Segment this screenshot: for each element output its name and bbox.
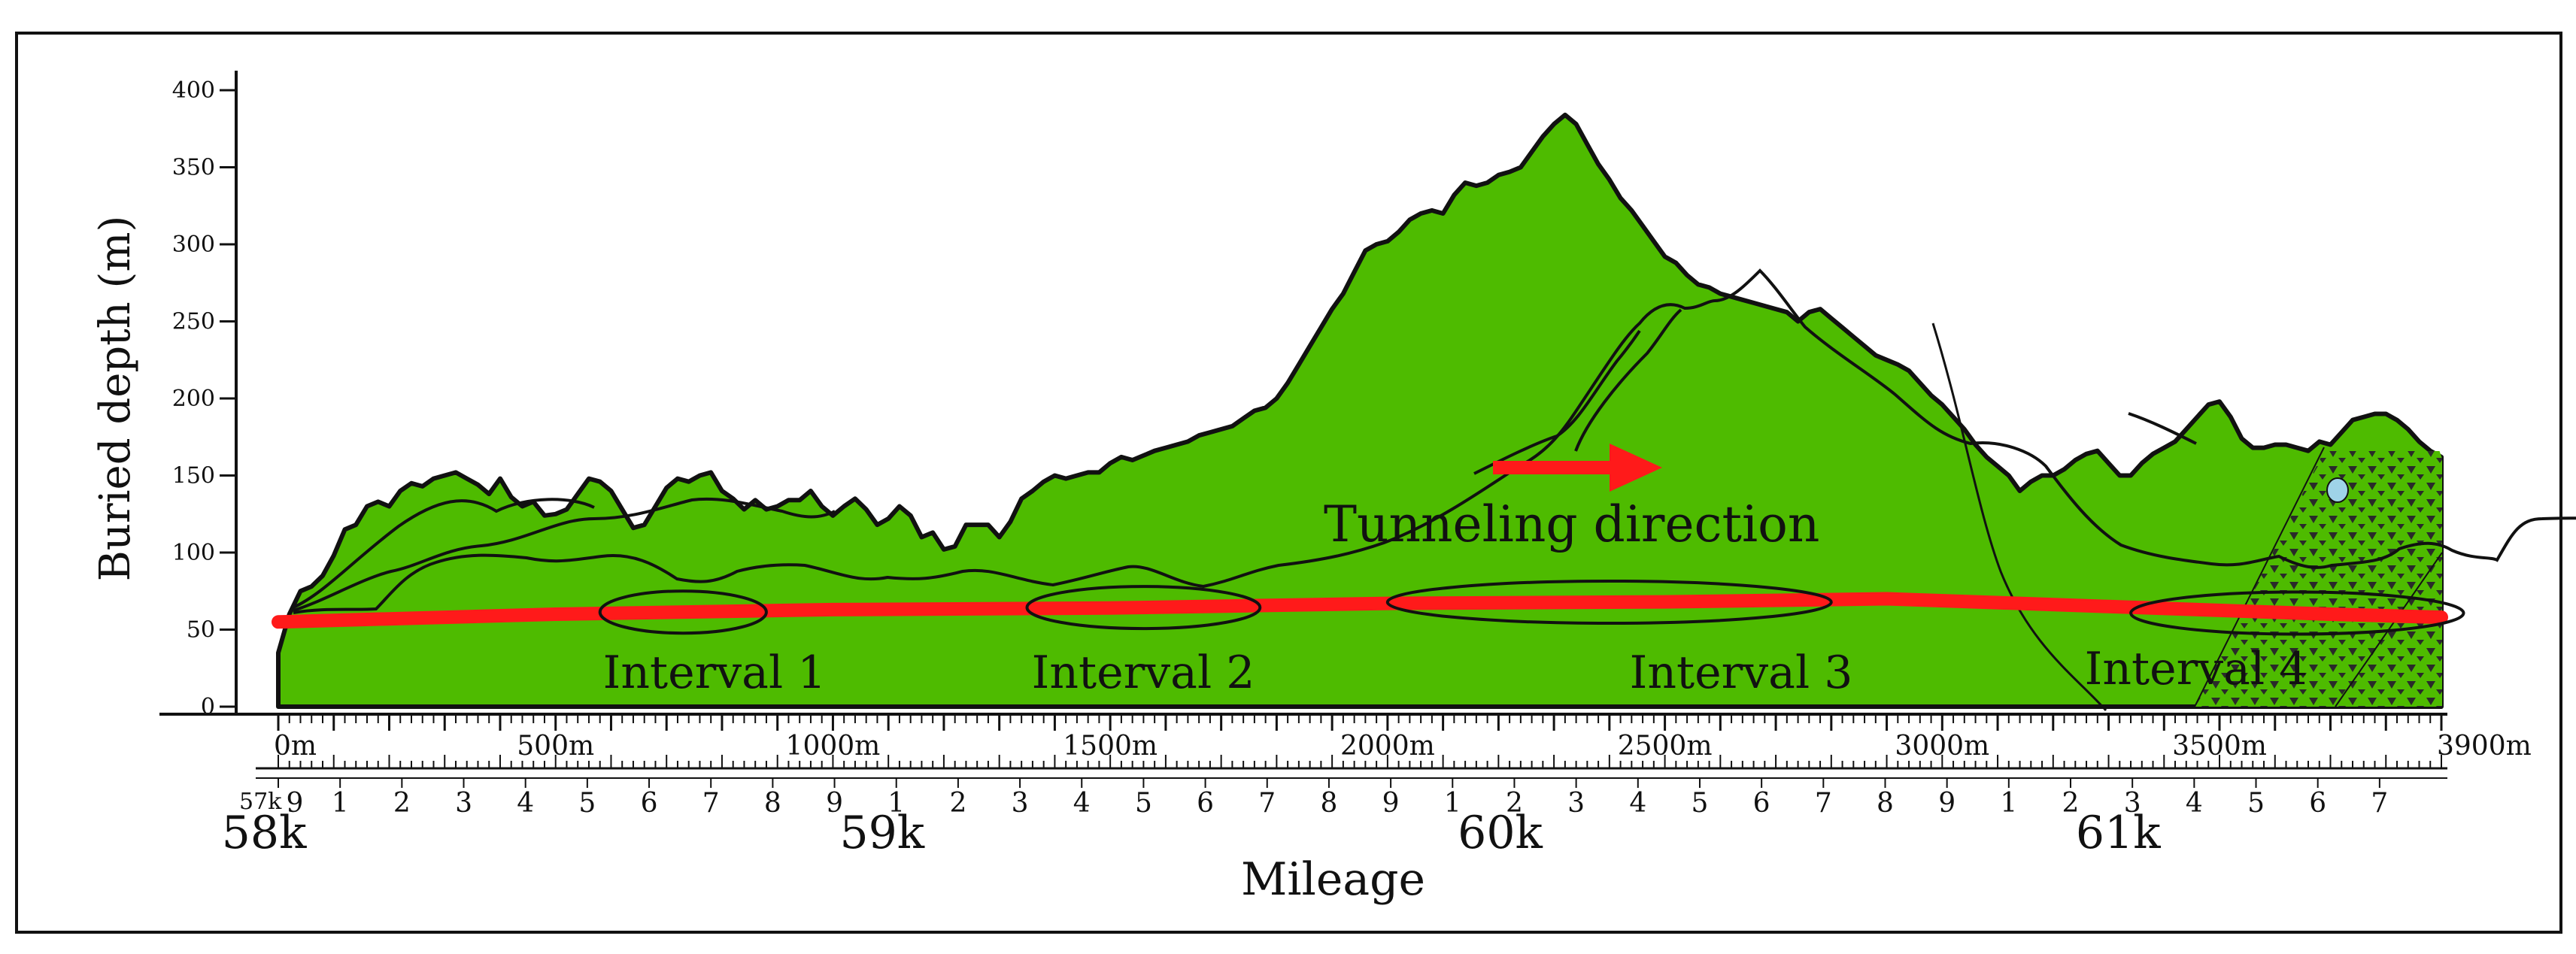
tunneling-direction-annotation: Tunneling direction (1324, 444, 1819, 553)
mileage-digit: 7 (1815, 788, 1832, 819)
mileage-digit: 6 (2309, 788, 2326, 819)
interval-3-ellipse (1385, 580, 1833, 625)
x-tick-label: 3000m (1895, 731, 1989, 762)
interval-markers: Interval 1 Interval 2 Interval 3 Interva… (598, 580, 2465, 699)
tunnel-alignment (272, 592, 2448, 629)
mileage-digit: 8 (1877, 788, 1894, 819)
mileage-digit: 9 (1938, 788, 1956, 819)
mileage-digit: 7 (702, 788, 720, 819)
mileage-digit: 3 (455, 788, 472, 819)
interval-2-label: Interval 2 (1032, 647, 1255, 699)
mileage-digit: 1 (2000, 788, 2017, 819)
mileage-digit: 5 (1135, 788, 1152, 819)
y-tick-label: 100 (172, 540, 215, 566)
tunneling-direction-label: Tunneling direction (1324, 495, 1819, 553)
x-axis: 0m 500m 1000m 1500m 2000m 2500m 3000m 3500m 3900… (159, 713, 2532, 779)
mileage-digit: 8 (764, 788, 781, 819)
mileage-digit: 1 (332, 788, 349, 819)
x-tick-label: 500m (517, 731, 594, 762)
y-tick-label: 250 (172, 309, 215, 335)
mileage-km-label: 59k (839, 807, 924, 859)
mileage-digit: 1 (1444, 788, 1461, 819)
mileage-digit: 7 (1258, 788, 1276, 819)
mileage-digit: 4 (1073, 788, 1091, 819)
y-tick-label: 400 (172, 77, 215, 104)
mileage-digit: 2 (1506, 788, 1523, 819)
mileage-km-label: 60k (1458, 807, 1543, 859)
water-body (2326, 477, 2349, 503)
mileage-digit: 2 (393, 788, 411, 819)
x-tick-label: 0m (274, 731, 317, 762)
x-tick-label: 3900m (2437, 731, 2532, 762)
mileage-label: Mileage (1241, 853, 1425, 906)
direction-arrow-head (1610, 444, 1662, 492)
mileage-digit: 3 (1567, 788, 1585, 819)
y-axis: 0 50 100 150 200 250 300 350 400 Buried depth (m) (91, 71, 238, 720)
mileage-digit: 2 (2062, 788, 2080, 819)
mileage-digit: 6 (1197, 788, 1214, 819)
mileage-digit: 2 (949, 788, 966, 819)
mileage-km-label: 61k (2076, 807, 2161, 859)
x-tick-label: 2000m (1340, 731, 1435, 762)
mileage-km-label: 58k (222, 807, 307, 859)
mileage-digit: 7 (2371, 788, 2388, 819)
mileage-digit: 9 (826, 788, 843, 819)
interval-1-ellipse (598, 589, 768, 635)
y-tick-label: 50 (187, 617, 215, 644)
mileage-digit: 9 (1382, 788, 1400, 819)
mileage-digit: 3 (1012, 788, 1029, 819)
x-tick-label: 2500m (1618, 731, 1713, 762)
mileage-digit: 3 (2124, 788, 2141, 819)
mileage-digit: 8 (1320, 788, 1337, 819)
terrain-rock-mass (276, 112, 2444, 709)
interval-1-label: Interval 1 (603, 647, 827, 699)
mileage-digit: 4 (517, 788, 534, 819)
outer-border (15, 32, 2562, 934)
mileage-start-label: 57k (239, 789, 282, 815)
interval-4-ellipse (2129, 590, 2465, 636)
y-tick-label: 0 (201, 694, 215, 720)
mileage-digit: 6 (641, 788, 658, 819)
y-tick-label: 300 (172, 232, 215, 258)
interval-2-ellipse (1025, 585, 1262, 631)
stratum-lines (293, 268, 2576, 711)
mileage-digit: 5 (1692, 788, 1709, 819)
x-tick-label: 1500m (1063, 731, 1158, 762)
mileage-digit: 4 (2186, 788, 2203, 819)
interval-3-label: Interval 3 (1630, 647, 1853, 699)
mileage-digit: 1 (887, 788, 905, 819)
y-tick-label: 350 (172, 155, 215, 181)
x-tick-label: 1000m (786, 731, 881, 762)
y-axis-label: Buried depth (m) (91, 216, 140, 582)
y-tick-label: 150 (172, 463, 215, 489)
mileage-digit: 5 (578, 788, 596, 819)
mileage-digit: 9 (287, 788, 304, 819)
mileage-digit: 6 (1753, 788, 1770, 819)
mileage-digit: 5 (2247, 788, 2265, 819)
interval-4-label: Interval 4 (2085, 643, 2308, 695)
y-tick-label: 200 (172, 386, 215, 412)
x-tick-label: 3500m (2172, 731, 2267, 762)
mileage-digit: 4 (1629, 788, 1646, 819)
